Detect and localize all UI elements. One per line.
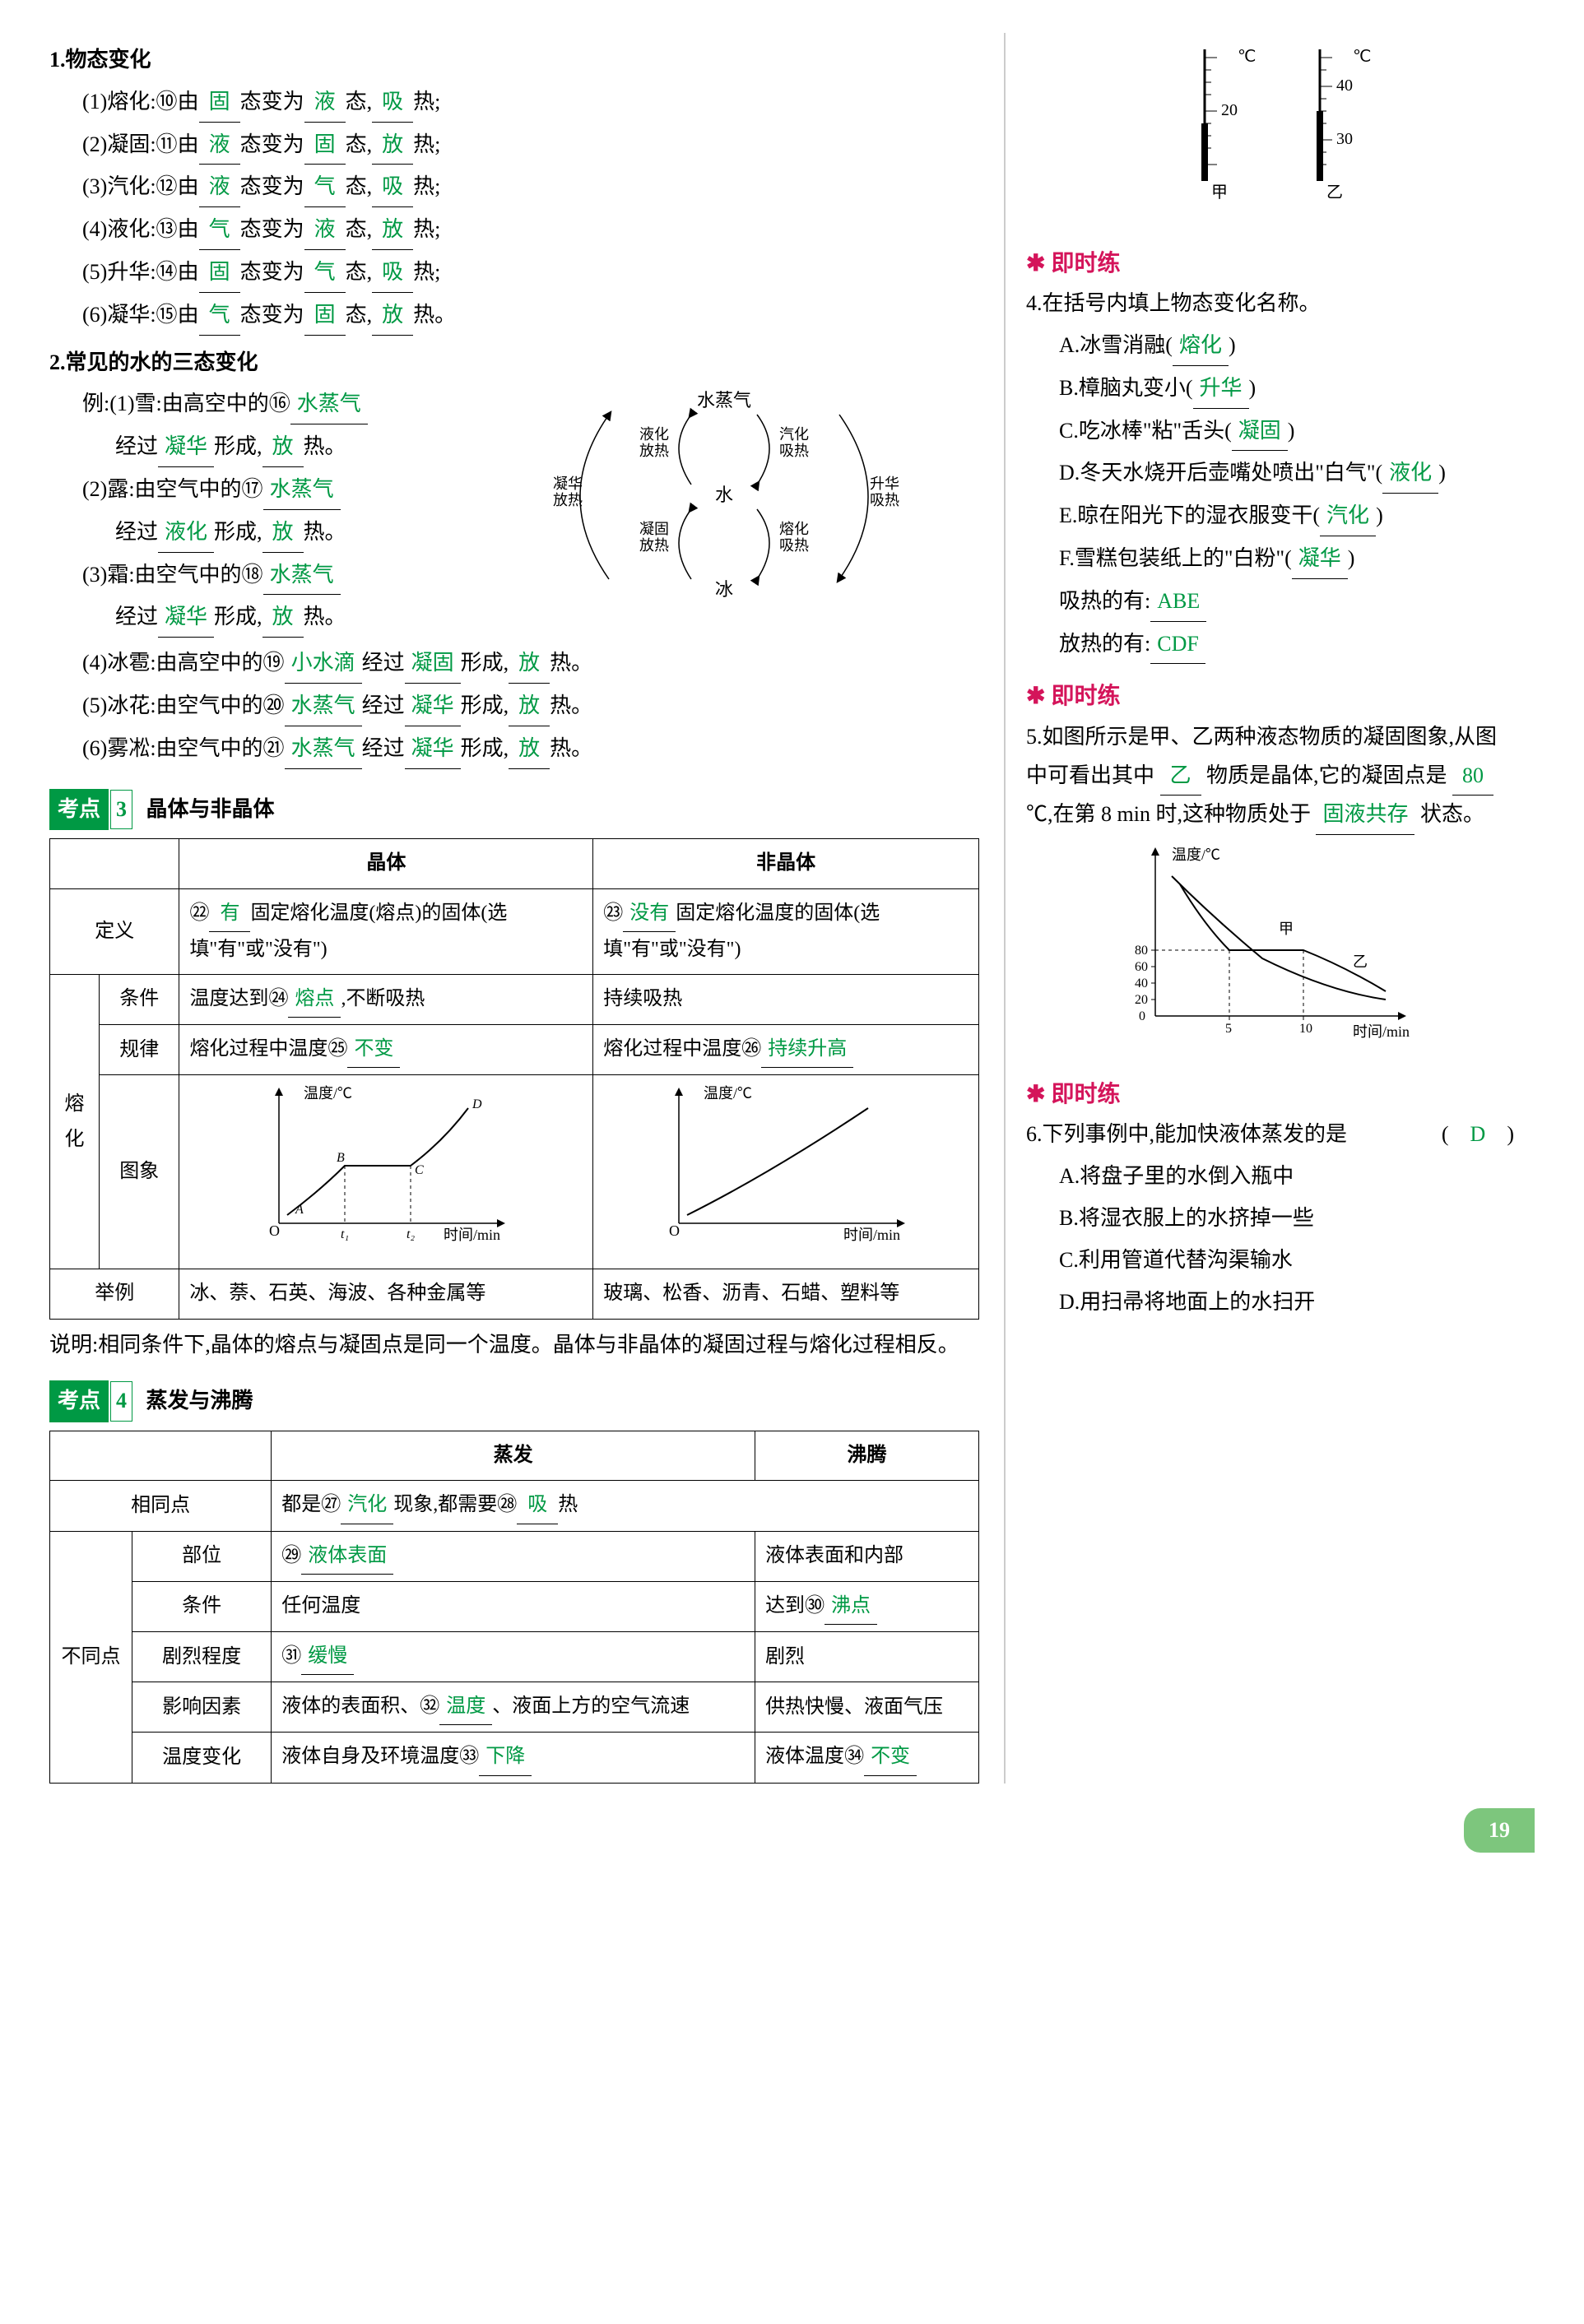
practice4-question: 4.在括号内填上物态变化名称。 xyxy=(1026,285,1514,323)
svg-text:t₁: t₁ xyxy=(341,1227,349,1241)
svg-text:A: A xyxy=(295,1203,304,1217)
svg-text:t₂: t₂ xyxy=(406,1227,415,1241)
kaodian3-header: 考点3 晶体与非晶体 xyxy=(49,772,979,831)
c2-ylabel: 温度/℃ xyxy=(704,1085,752,1102)
svg-text:5: 5 xyxy=(1225,1022,1232,1036)
kaodian4-header: 考点4 蒸发与沸腾 xyxy=(49,1364,979,1422)
c2-origin: O xyxy=(669,1222,680,1239)
amorphous-chart: 温度/℃ 时间/min O xyxy=(593,1075,979,1269)
svg-text:C: C xyxy=(415,1163,424,1177)
crystal-chart: 温度/℃ 时间/min O A B C D t₁ t₂ xyxy=(179,1075,593,1269)
cycle-ru1: 汽化 xyxy=(779,426,809,443)
cycle-bot: 冰 xyxy=(715,579,733,600)
s1-item: (4)液化:⑬由气态变为液态,放热; xyxy=(82,211,979,250)
cycle-lu2: 放热 xyxy=(639,443,669,459)
practice5-text: 5.如图所示是甲、乙两种液态物质的凝固图象,从图中可看出其中 乙 物质是晶体,它… xyxy=(1026,718,1514,835)
svg-text:0: 0 xyxy=(1139,1009,1145,1023)
left-column: 1.物态变化 (1)熔化:⑩由固态变为液态,吸热; (2)凝固:⑪由液态变为固态… xyxy=(49,33,979,1784)
s1-item: (1)熔化:⑩由固态变为液态,吸热; xyxy=(82,83,979,123)
section1-list: (1)熔化:⑩由固态变为液态,吸热; (2)凝固:⑪由液态变为固态,放热; (3… xyxy=(49,83,979,336)
crystal-table: 晶体非晶体 定义 ㉒有固定熔化温度(熔点)的固体(选填"有"或"没有") ㉓没有… xyxy=(49,838,979,1319)
cycle-rd2: 吸热 xyxy=(779,537,809,554)
cycle-rd1: 熔化 xyxy=(779,521,809,537)
svg-text:乙: 乙 xyxy=(1326,183,1343,202)
cycle-fr1: 升华 xyxy=(870,475,899,492)
s1-item: (3)汽化:⑫由液态变为气态,吸热; xyxy=(82,168,979,207)
cycle-top: 水蒸气 xyxy=(697,390,751,411)
cycle-fr2: 吸热 xyxy=(870,492,899,508)
practice4-header: 即时练 xyxy=(1026,244,1514,285)
svg-text:20: 20 xyxy=(1221,101,1238,119)
water-cycle-diagram: 水蒸气 水 冰 液化 放热 汽化 吸热 凝固 放热 熔化 吸热 xyxy=(527,382,979,641)
svg-text:温度/℃: 温度/℃ xyxy=(1172,847,1220,863)
cycle-lu1: 液化 xyxy=(639,426,669,443)
svg-text:时间/min: 时间/min xyxy=(1353,1023,1410,1040)
svg-text:乙: 乙 xyxy=(1353,953,1368,970)
svg-text:℃: ℃ xyxy=(1238,48,1256,66)
s1-item: (5)升华:⑭由固态变为气态,吸热; xyxy=(82,253,979,293)
cycle-ld1: 凝固 xyxy=(639,521,669,537)
practice5-chart: 温度/℃ 时间/min 0 20 40 60 80 5 10 甲 xyxy=(1026,835,1514,1062)
c1-ylabel: 温度/℃ xyxy=(304,1085,352,1102)
cycle-ld2: 放热 xyxy=(639,537,669,554)
cycle-ru2: 吸热 xyxy=(779,443,809,459)
thermometer-diagram: ℃ 20 甲 ℃ 40 30 乙 xyxy=(1026,33,1514,227)
svg-text:甲: 甲 xyxy=(1211,183,1228,202)
practice6-header: 即时练 xyxy=(1026,1074,1514,1116)
practice5-header: 即时练 xyxy=(1026,676,1514,717)
practice6-options: A.将盘子里的水倒入瓶中 B.将湿衣服上的水挤掉一些 C.利用管道代替沟渠输水 … xyxy=(1026,1157,1514,1321)
svg-text:80: 80 xyxy=(1135,944,1148,958)
section2-title: 2.常见的水的三态变化 xyxy=(49,344,979,383)
s1-item: (6)凝华:⑮由气态变为固态,放热。 xyxy=(82,296,979,336)
svg-text:30: 30 xyxy=(1336,130,1353,148)
section1-title: 1.物态变化 xyxy=(49,41,979,80)
c1-xlabel: 时间/min xyxy=(444,1227,500,1243)
svg-text:B: B xyxy=(337,1151,345,1165)
practice6-question: 6.下列事例中,能加快液体蒸发的是 ( D ) xyxy=(1026,1116,1514,1154)
right-column: ℃ 20 甲 ℃ 40 30 乙 xyxy=(1004,33,1514,1784)
c2-xlabel: 时间/min xyxy=(843,1227,900,1243)
s1-item: (2)凝固:⑪由液态变为固态,放热; xyxy=(82,126,979,165)
svg-text:甲: 甲 xyxy=(1279,921,1294,937)
svg-text:20: 20 xyxy=(1135,993,1148,1007)
page-number: 19 xyxy=(1464,1808,1535,1853)
cycle-mid: 水 xyxy=(715,485,733,505)
c1-origin: O xyxy=(269,1222,280,1239)
svg-text:60: 60 xyxy=(1135,960,1148,974)
cycle-fl1: 凝华 xyxy=(553,475,583,492)
evaporation-table: 蒸发沸腾 相同点 都是㉗汽化现象,都需要㉘吸热 不同点 部位 ㉙液体表面 液体表… xyxy=(49,1431,979,1783)
svg-text:40: 40 xyxy=(1336,77,1353,95)
section2-list: 例:(1)雪:由高空中的⑯水蒸气 经过凝华形成,放热。 (2)露:由空气中的⑰水… xyxy=(49,382,527,641)
svg-text:40: 40 xyxy=(1135,976,1148,990)
svg-text:℃: ℃ xyxy=(1353,48,1371,66)
svg-text:D: D xyxy=(471,1097,482,1111)
cycle-fl2: 放热 xyxy=(553,492,583,508)
kaodian3-note: 说明:相同条件下,晶体的熔点与凝固点是同一个温度。晶体与非晶体的凝固过程与熔化过… xyxy=(49,1326,979,1365)
svg-text:10: 10 xyxy=(1299,1022,1312,1036)
practice4-items: A.冰雪消融(熔化) B.樟脑丸变小(升华) C.吃冰棒"粘"舌头(凝固) D.… xyxy=(1026,327,1514,664)
